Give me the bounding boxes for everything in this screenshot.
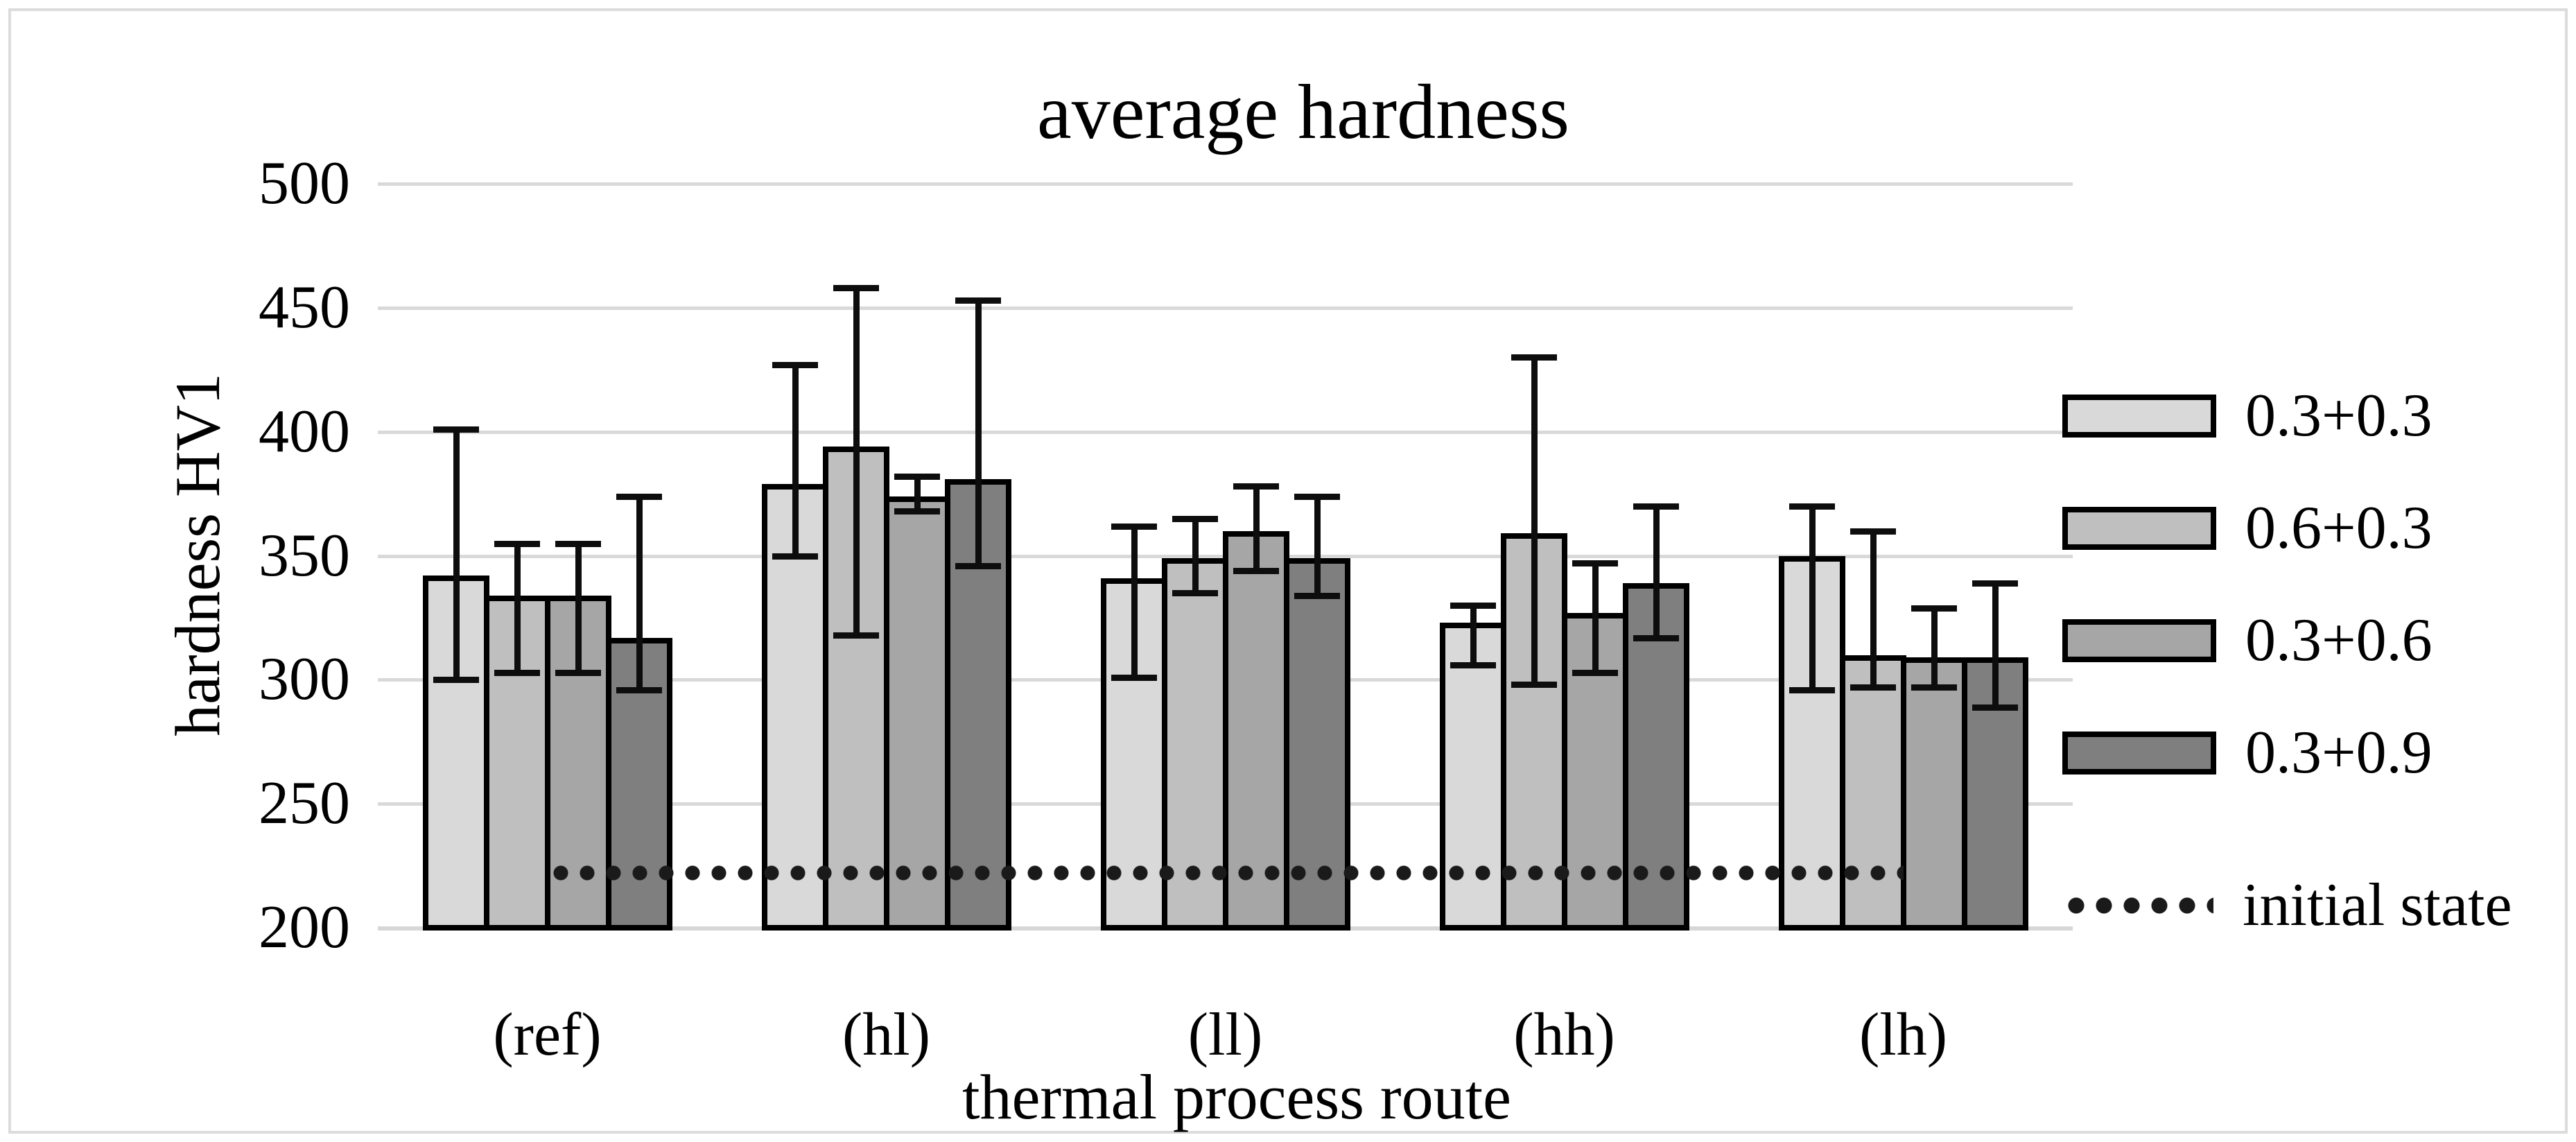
legend-label: 0.3+0.9	[2245, 719, 2433, 786]
legend-swatch	[2062, 395, 2216, 438]
error-bar-cap	[1789, 686, 1835, 693]
gridline	[378, 306, 2073, 310]
gridline	[378, 430, 2073, 434]
error-bar-cap	[1172, 590, 1218, 597]
error-bar-cap	[955, 562, 1001, 569]
initial-state-line	[547, 865, 1904, 882]
error-bar-cap	[433, 677, 479, 684]
error-bar-cap	[1972, 580, 2018, 587]
x-axis-title: thermal process route	[962, 1062, 1511, 1132]
error-bar	[1592, 563, 1599, 673]
y-tick-label: 200	[259, 894, 350, 961]
error-bar-cap	[1572, 669, 1618, 676]
bar	[1839, 655, 1906, 931]
error-bar-cap	[555, 540, 601, 547]
error-bar-cap	[894, 474, 940, 481]
error-bar-cap	[833, 285, 879, 292]
legend-label: initial state	[2243, 872, 2512, 939]
error-bar	[1809, 505, 1816, 690]
error-bar	[1192, 518, 1199, 594]
error-bar-cap	[1972, 704, 2018, 711]
legend-item-initial-state: initial state	[2062, 872, 2512, 939]
error-bar	[514, 543, 521, 673]
error-bar	[1314, 496, 1321, 596]
error-bar-cap	[1789, 503, 1835, 510]
legend-swatch	[2062, 732, 2216, 775]
error-bar-cap	[1911, 684, 1957, 691]
y-tick-label: 350	[259, 521, 350, 589]
error-bar-cap	[494, 540, 540, 547]
error-bar-cap	[1450, 603, 1496, 609]
error-bar-cap	[494, 669, 540, 676]
error-bar-cap	[1111, 674, 1157, 681]
x-category-label: (hh)	[1513, 1001, 1615, 1069]
error-bar-cap	[833, 632, 879, 639]
error-bar-cap	[1172, 515, 1218, 522]
error-bar-cap	[1511, 682, 1557, 689]
error-bar-cap	[616, 686, 662, 693]
error-bar-cap	[616, 493, 662, 500]
legend-swatch	[2062, 507, 2216, 550]
x-category-label: (ll)	[1187, 1001, 1263, 1069]
error-bar-cap	[772, 362, 818, 369]
error-bar	[636, 496, 643, 690]
error-bar	[453, 429, 460, 680]
error-bar	[1931, 607, 1938, 688]
error-bar	[1470, 605, 1477, 665]
legend-label: 0.3+0.3	[2245, 382, 2433, 449]
error-bar-cap	[1233, 567, 1279, 574]
error-bar	[1653, 505, 1660, 638]
error-bar	[853, 288, 860, 635]
gridline	[378, 182, 2073, 186]
error-bar-cap	[1911, 605, 1957, 612]
error-bar-cap	[1633, 634, 1679, 641]
error-bar-cap	[955, 297, 1001, 304]
error-bar-cap	[1294, 493, 1340, 500]
y-tick-label: 250	[259, 770, 350, 838]
error-bar	[575, 543, 582, 673]
error-bar	[1870, 530, 1877, 688]
error-bar-cap	[1572, 560, 1618, 567]
legend-dotted-line-sample	[2062, 897, 2213, 914]
error-bar	[1253, 486, 1260, 571]
bar	[1900, 657, 1967, 931]
error-bar	[1992, 582, 1999, 707]
bar	[1439, 623, 1506, 931]
error-bar-cap	[1233, 483, 1279, 490]
error-bar-cap	[1511, 354, 1557, 361]
legend-swatch	[2062, 619, 2216, 662]
error-bar-cap	[1850, 684, 1896, 691]
error-bar-cap	[1450, 661, 1496, 668]
legend-item: 0.6+0.3	[2062, 494, 2433, 562]
error-bar	[1131, 526, 1138, 677]
legend-label: 0.6+0.3	[2245, 494, 2433, 562]
x-category-label: (ref)	[493, 1001, 602, 1069]
error-bar-cap	[1294, 592, 1340, 599]
legend-item: 0.3+0.3	[2062, 382, 2433, 449]
y-tick-label: 400	[259, 397, 350, 465]
x-category-label: (lh)	[1859, 1001, 1948, 1069]
legend-item: 0.3+0.9	[2062, 719, 2433, 786]
error-bar-cap	[555, 669, 601, 676]
error-bar	[1531, 357, 1538, 685]
chart-title: average hardness	[1036, 69, 1570, 155]
error-bar-cap	[772, 553, 818, 560]
error-bar-cap	[433, 426, 479, 433]
error-bar	[792, 365, 799, 556]
figure-border	[8, 8, 2568, 1134]
y-tick-label: 300	[259, 646, 350, 713]
y-tick-label: 500	[259, 150, 350, 217]
x-category-label: (hl)	[842, 1001, 931, 1069]
error-bar	[914, 476, 921, 512]
error-bar-cap	[1111, 523, 1157, 530]
error-bar-cap	[894, 508, 940, 515]
legend-label: 0.3+0.6	[2245, 607, 2433, 674]
error-bar-cap	[1850, 528, 1896, 535]
y-tick-label: 450	[259, 273, 350, 341]
error-bar-cap	[1633, 503, 1679, 510]
error-bar	[975, 300, 982, 566]
legend-item: 0.3+0.6	[2062, 607, 2433, 674]
